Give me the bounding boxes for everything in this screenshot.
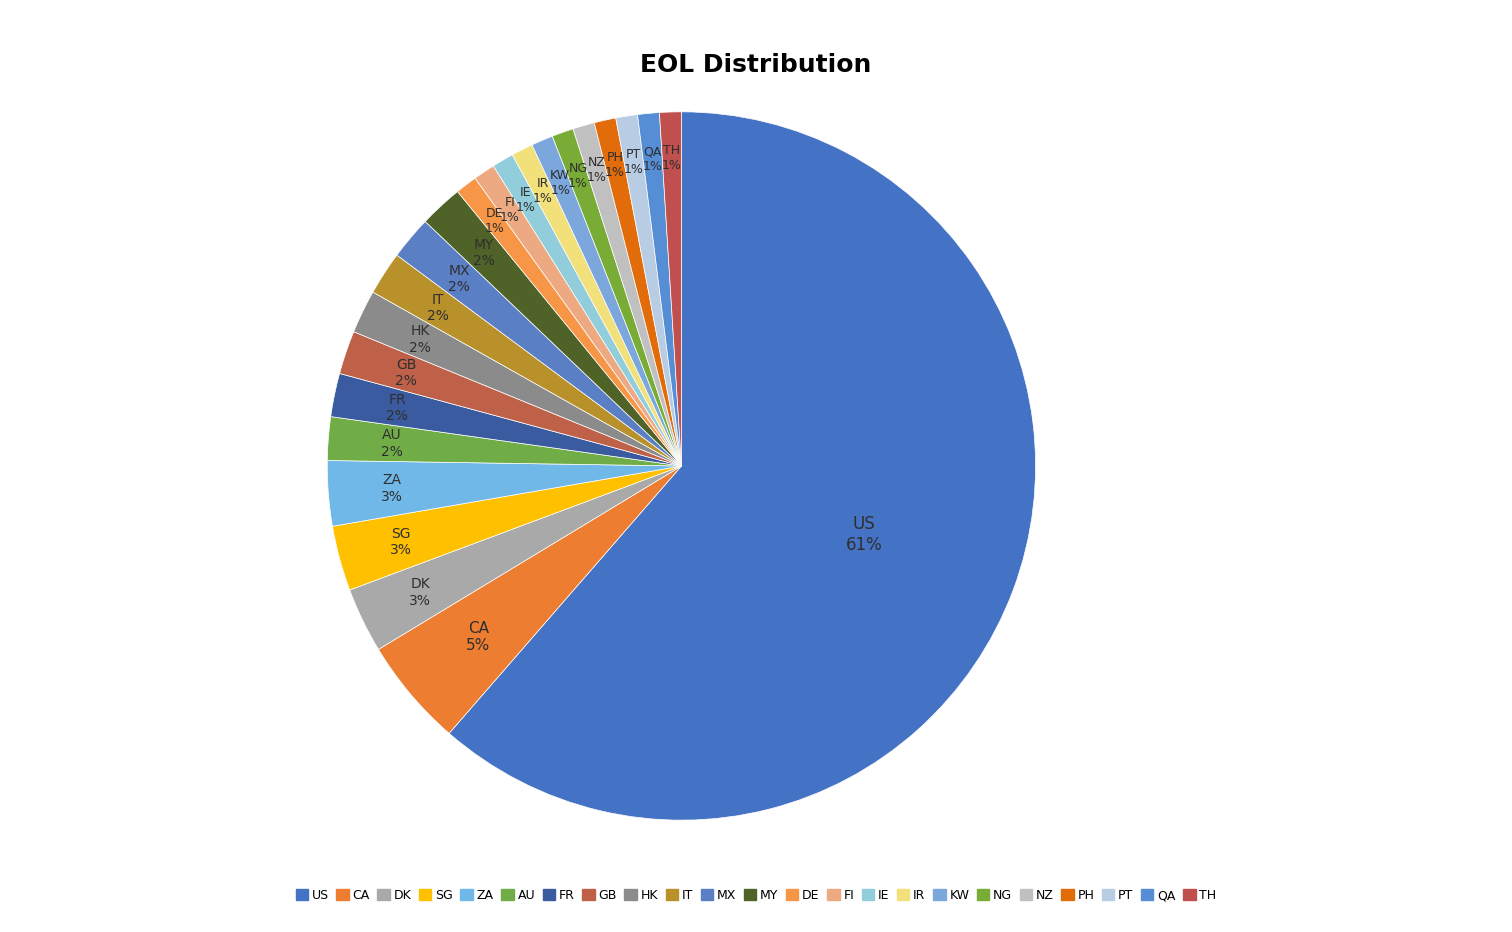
Text: PH
1%: PH 1% [605,151,624,179]
Text: ZA
3%: ZA 3% [381,473,402,503]
Wedge shape [333,466,682,590]
Text: FI
1%: FI 1% [500,196,520,224]
Wedge shape [331,374,682,466]
Text: TH
1%: TH 1% [662,144,682,172]
Wedge shape [349,466,682,650]
Text: MX
2%: MX 2% [449,264,470,294]
Wedge shape [552,129,682,466]
Text: HK
2%: HK 2% [410,324,431,354]
Wedge shape [638,113,682,466]
Wedge shape [458,178,682,466]
Text: NZ
1%: NZ 1% [587,156,606,184]
Wedge shape [513,144,682,466]
Text: QA
1%: QA 1% [643,145,662,173]
Wedge shape [594,118,682,466]
Wedge shape [449,112,1036,820]
Text: IE
1%: IE 1% [516,186,535,214]
Text: SG
3%: SG 3% [390,527,413,557]
Text: MY
2%: MY 2% [473,238,494,267]
Wedge shape [396,222,682,466]
Wedge shape [615,115,682,466]
Wedge shape [532,136,682,466]
Text: AU
2%: AU 2% [381,429,402,459]
Wedge shape [354,292,682,466]
Text: EOL Distribution: EOL Distribution [640,53,872,77]
Text: US
61%: US 61% [845,514,883,554]
Text: PT
1%: PT 1% [624,147,644,175]
Text: DK
3%: DK 3% [410,578,431,608]
Legend: US, CA, DK, SG, ZA, AU, FR, GB, HK, IT, MX, MY, DE, FI, IE, IR, KW, NG, NZ, PH, : US, CA, DK, SG, ZA, AU, FR, GB, HK, IT, … [290,884,1222,907]
Wedge shape [378,466,682,733]
Text: NG
1%: NG 1% [569,162,588,190]
Text: FR
2%: FR 2% [386,392,408,423]
Wedge shape [659,112,682,466]
Wedge shape [573,123,682,466]
Text: CA
5%: CA 5% [466,621,490,653]
Text: IR
1%: IR 1% [532,177,553,205]
Wedge shape [340,332,682,466]
Wedge shape [493,155,682,466]
Wedge shape [425,192,682,466]
Wedge shape [327,460,682,527]
Wedge shape [327,417,682,466]
Text: GB
2%: GB 2% [396,358,417,388]
Text: KW
1%: KW 1% [550,169,570,197]
Wedge shape [475,166,682,466]
Text: DE
1%: DE 1% [484,207,503,235]
Text: IT
2%: IT 2% [426,293,449,323]
Wedge shape [373,255,682,466]
